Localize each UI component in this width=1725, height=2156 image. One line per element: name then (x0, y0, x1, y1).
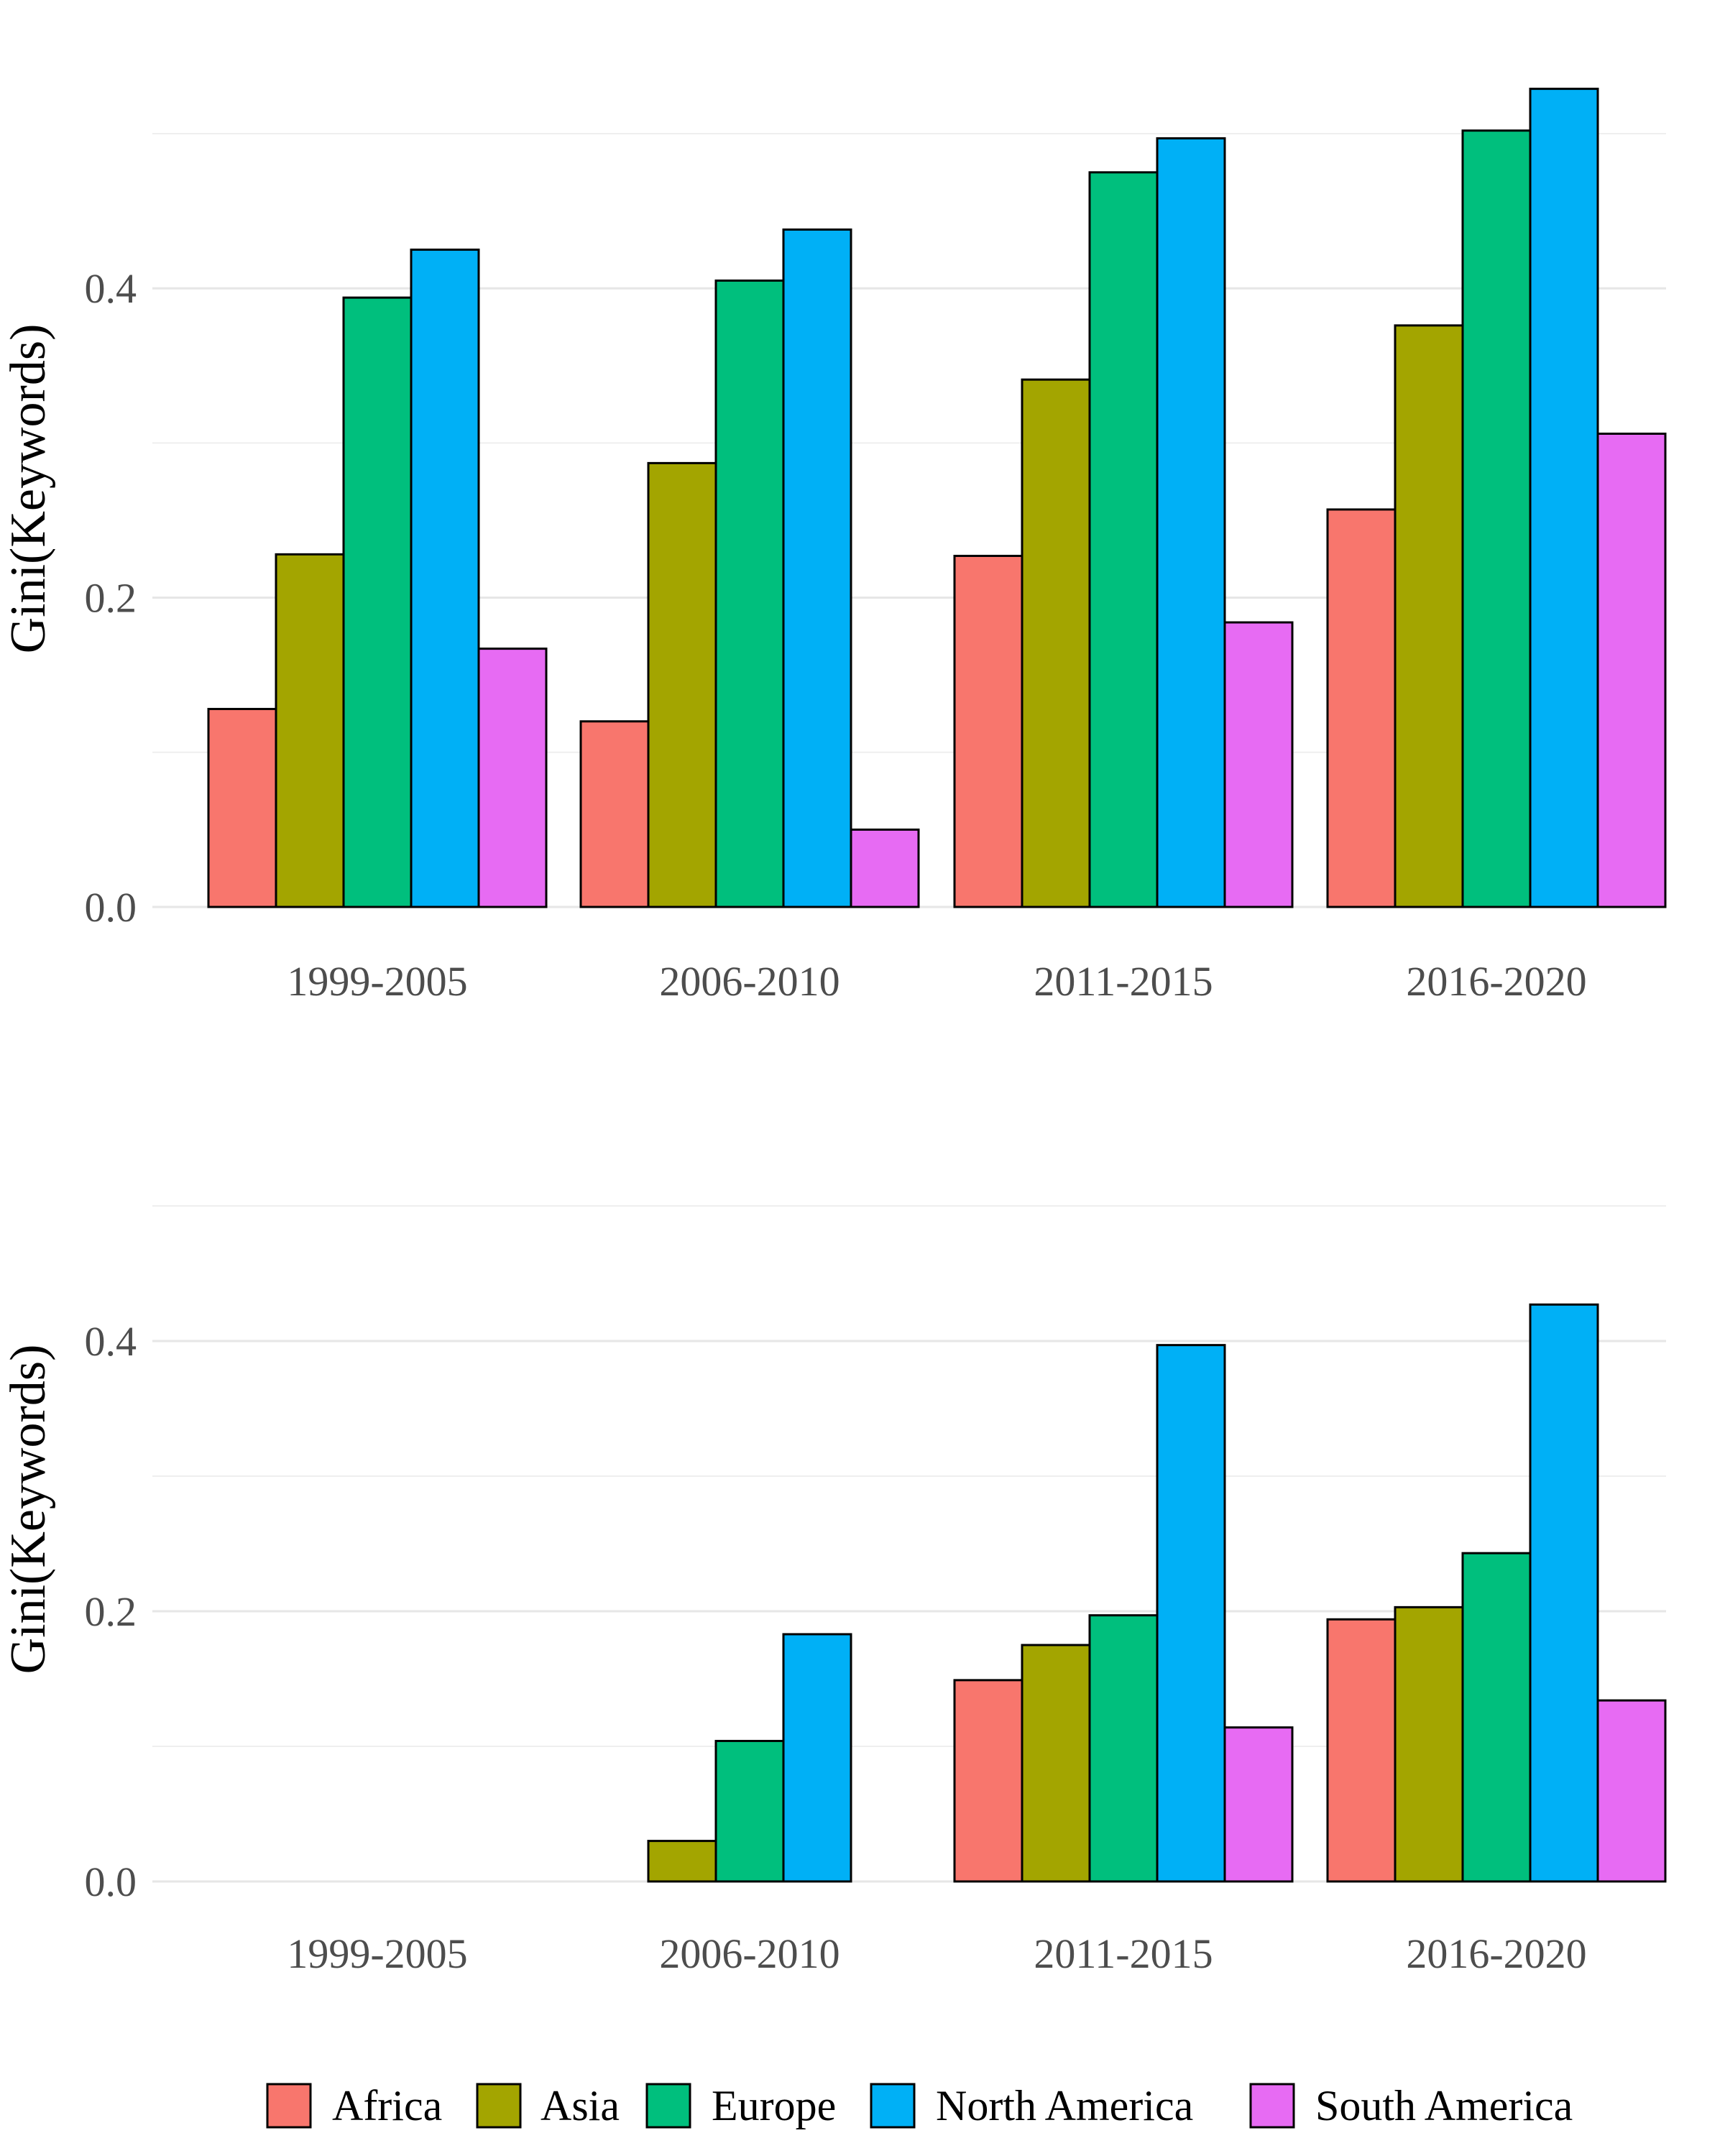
bar-asia-2006-2010 (647, 1840, 717, 1883)
bar-africa-2016-2020 (1326, 508, 1397, 908)
bar-asia-2016-2020 (1394, 1606, 1464, 1883)
bar-africa-2006-2010 (579, 720, 650, 908)
y-tick-label: 0.0 (85, 884, 137, 931)
bar-asia-1999-2005 (275, 553, 345, 908)
x-tick-label-2011-2015: 2011-2015 (1034, 958, 1213, 1005)
bar-south-america-2016-2020 (1596, 1699, 1667, 1883)
y-tick-label: 0.2 (85, 575, 137, 622)
x-tick-label-2016-2020: 2016-2020 (1406, 958, 1586, 1005)
bar-asia-2006-2010 (647, 461, 717, 908)
x-tick-label-1999-2005: 1999-2005 (287, 1930, 467, 1977)
bar-africa-1999-2005 (207, 708, 277, 908)
legend: Africa Asia Europe North America South A… (266, 2082, 1573, 2129)
bar-north-america-2011-2015 (1156, 137, 1226, 908)
x-tick-label-2011-2015: 2011-2015 (1034, 1930, 1213, 1977)
bar-south-america-2016-2020 (1596, 432, 1667, 908)
legend-item-africa: Africa (266, 2082, 442, 2129)
bar-north-america-2006-2010 (782, 228, 852, 908)
y-tick-label: 0.4 (85, 1318, 137, 1365)
legend-item-south-america: South America (1249, 2082, 1573, 2129)
bar-north-america-2016-2020 (1529, 88, 1599, 908)
top-chart-x-tick-labels: 1999-2005 2006-2010 2011-2015 2016-2020 (287, 958, 1586, 1005)
bar-asia-2011-2015 (1021, 378, 1091, 908)
legend-item-europe: Europe (645, 2082, 836, 2129)
bottom-chart-x-tick-labels: 1999-2005 2006-2010 2011-2015 2016-2020 (287, 1930, 1586, 1977)
bar-south-america-2011-2015 (1223, 621, 1294, 908)
bar-north-america-2006-2010 (782, 1633, 852, 1883)
bar-africa-2011-2015 (953, 1679, 1024, 1883)
legend-swatch-africa (266, 2083, 312, 2129)
x-tick-label-2006-2010: 2006-2010 (659, 1930, 840, 1977)
bar-europe-2011-2015 (1088, 171, 1159, 908)
bar-asia-2016-2020 (1394, 324, 1464, 908)
bottom-bar-chart-panel: 0.0 0.2 0.4 1999-2005 2006-2010 2011-2015 201… (1, 1205, 1667, 1977)
legend-label-south-america: South America (1315, 2082, 1573, 2129)
bar-north-america-1999-2005 (410, 248, 480, 908)
y-tick-label: 0.4 (85, 265, 137, 312)
bar-south-america-1999-2005 (477, 648, 548, 908)
legend-swatch-north-america (870, 2083, 916, 2129)
legend-label-asia: Asia (540, 2082, 620, 2129)
top-bar-chart-panel: 0.0 0.2 0.4 1999-2005 2006-2010 2011-2015 201… (1, 88, 1667, 1005)
y-tick-label: 0.2 (85, 1588, 137, 1635)
bar-africa-2011-2015 (953, 554, 1024, 908)
bar-north-america-2011-2015 (1156, 1344, 1226, 1883)
top-chart-y-axis-title: Gini(Keywords) (1, 324, 56, 654)
bar-europe-2006-2010 (714, 1739, 785, 1883)
x-tick-label-2006-2010: 2006-2010 (659, 958, 840, 1005)
legend-swatch-europe (645, 2083, 691, 2129)
legend-item-north-america: North America (870, 2082, 1193, 2129)
bar-asia-2011-2015 (1021, 1644, 1091, 1883)
legend-label-europe: Europe (712, 2082, 836, 2129)
y-tick-label: 0.0 (85, 1858, 137, 1905)
legend-swatch-south-america (1249, 2083, 1295, 2129)
bar-europe-2006-2010 (714, 279, 785, 908)
x-tick-label-2016-2020: 2016-2020 (1406, 1930, 1586, 1977)
x-tick-label-1999-2005: 1999-2005 (287, 958, 467, 1005)
bottom-chart-bars (647, 1303, 1667, 1883)
legend-item-asia: Asia (476, 2082, 620, 2129)
bar-south-america-2011-2015 (1223, 1726, 1294, 1883)
bottom-chart-y-tick-labels: 0.0 0.2 0.4 (85, 1318, 137, 1905)
legend-swatch-asia (476, 2083, 522, 2129)
bar-africa-2016-2020 (1326, 1618, 1397, 1883)
bar-europe-1999-2005 (342, 296, 413, 908)
legend-label-north-america: North America (936, 2082, 1193, 2129)
top-chart-y-tick-labels: 0.0 0.2 0.4 (85, 265, 137, 931)
bar-europe-2016-2020 (1461, 1552, 1532, 1883)
bar-south-america-2006-2010 (850, 828, 920, 908)
legend-label-africa: Africa (332, 2082, 442, 2129)
bottom-chart-y-axis-title: Gini(Keywords) (1, 1345, 56, 1674)
bar-north-america-2016-2020 (1529, 1303, 1599, 1883)
top-chart-bars (207, 88, 1667, 908)
bar-europe-2016-2020 (1461, 129, 1532, 908)
bar-europe-2011-2015 (1088, 1614, 1159, 1883)
